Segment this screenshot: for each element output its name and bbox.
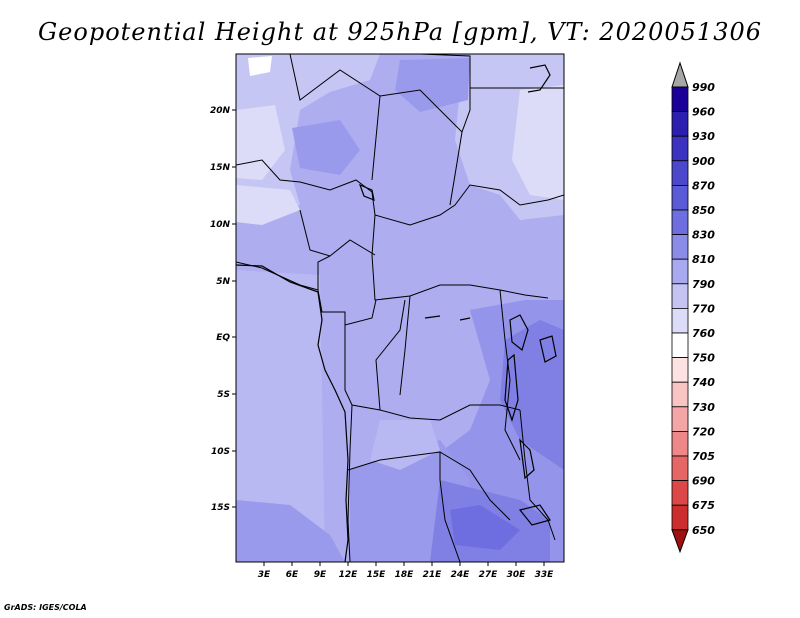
colorbar-level-label: 730: [692, 401, 715, 414]
colorbar-level-label: 720: [692, 425, 715, 438]
shade-760-nw: [248, 56, 272, 76]
colorbar-level-label: 705: [692, 450, 715, 463]
lat-tick-label: 10N: [210, 220, 231, 230]
colorbar-swatch: [671, 111, 689, 137]
shade-830-sahel: [292, 120, 360, 175]
lon-tick-label: 21E: [423, 570, 443, 580]
colorbar-swatch: [671, 430, 689, 457]
shade-790-north: [236, 54, 380, 215]
credit-label: GrADS: IGES/COLA: [4, 603, 87, 612]
colorbar-level-label: 960: [692, 106, 715, 119]
shade-830-north: [395, 58, 470, 112]
colorbar: 990 960 930 900 870 850 830 810 790 770 760 750 740 7…: [671, 61, 715, 554]
lon-tick-label: 15E: [367, 570, 387, 580]
colorbar-swatch: [671, 307, 689, 334]
lon-tick-label: 18E: [395, 570, 415, 580]
lat-tick-label: 5S: [217, 390, 230, 400]
colorbar-swatch: [671, 381, 689, 408]
colorbar-swatch: [671, 184, 689, 211]
shade-790-ocean: [236, 270, 325, 562]
colorbar-level-label: 650: [692, 524, 715, 537]
colorbar-level-label: 675: [692, 499, 715, 512]
colorbar-level-label: 760: [692, 327, 715, 340]
page-title: Geopotential Height at 925hPa [gpm], VT:…: [38, 18, 762, 46]
lon-tick-label: 9E: [314, 570, 327, 580]
lat-tick-label: 15S: [211, 503, 230, 513]
shade-870-se: [450, 505, 520, 550]
lon-axis: [263, 562, 545, 566]
colorbar-swatch: [671, 234, 689, 260]
lon-tick-label: 33E: [535, 570, 555, 580]
lat-tick-label: 15N: [210, 163, 231, 173]
colorbar-level-label: 900: [692, 155, 715, 168]
lon-tick-labels: 3E 6E 9E 12E 15E 18E 21E 24E 27E 30E 33E: [258, 570, 554, 580]
colorbar-swatch: [671, 332, 689, 359]
lat-tick-label: 20N: [210, 106, 231, 116]
shade-830-sw: [236, 500, 345, 562]
lon-tick-label: 30E: [507, 570, 527, 580]
colorbar-level-label: 990: [692, 81, 715, 94]
colorbar-top-arrow: [671, 61, 689, 88]
colorbar-swatch: [671, 135, 689, 162]
colorbar-swatch: [671, 480, 689, 506]
lon-tick-label: 24E: [451, 570, 471, 580]
map-frame: [235, 53, 565, 563]
colorbar-level-label: 770: [692, 302, 715, 315]
colorbar-swatch: [671, 258, 689, 285]
lat-tick-label: 5N: [216, 277, 230, 287]
colorbar-level-label: 810: [692, 253, 715, 266]
lat-tick-labels: 20N 15N 10N 5N EQ 5S 10S 15S: [210, 106, 231, 513]
lon-tick-label: 3E: [258, 570, 271, 580]
lat-tick-label: EQ: [216, 333, 230, 343]
colorbar-level-label: 930: [692, 130, 715, 143]
colorbar-swatch: [671, 86, 689, 113]
lon-tick-label: 27E: [479, 570, 499, 580]
shade-790-central: [370, 420, 440, 470]
colorbar-swatch: [671, 357, 689, 383]
shade-770-nw2: [236, 185, 300, 225]
colorbar-level-label: 690: [692, 475, 715, 488]
lat-tick-label: 10S: [211, 447, 230, 457]
colorbar-swatch: [671, 209, 689, 236]
colorbar-level-label: 850: [692, 204, 715, 217]
colorbar-level-label: 740: [692, 376, 715, 389]
shade-770-ne: [512, 85, 564, 200]
colorbar-level-label: 830: [692, 229, 715, 242]
height-field: [236, 54, 564, 562]
colorbar-swatch: [671, 283, 689, 309]
lon-tick-label: 12E: [339, 570, 359, 580]
colorbar-swatch: [671, 406, 689, 432]
lat-axis: [232, 109, 236, 508]
colorbar-swatch: [671, 455, 689, 482]
colorbar-bottom-arrow: [671, 529, 689, 554]
shade-850-lakes: [500, 320, 564, 470]
colorbar-level-label: 870: [692, 179, 715, 192]
colorbar-level-label: 750: [692, 352, 715, 365]
lon-tick-label: 6E: [286, 570, 299, 580]
coastlines: [236, 64, 557, 562]
shade-770-nw: [236, 105, 285, 180]
colorbar-level-label: 790: [692, 278, 715, 291]
colorbar-swatch: [671, 160, 689, 186]
colorbar-swatch: [671, 504, 689, 531]
